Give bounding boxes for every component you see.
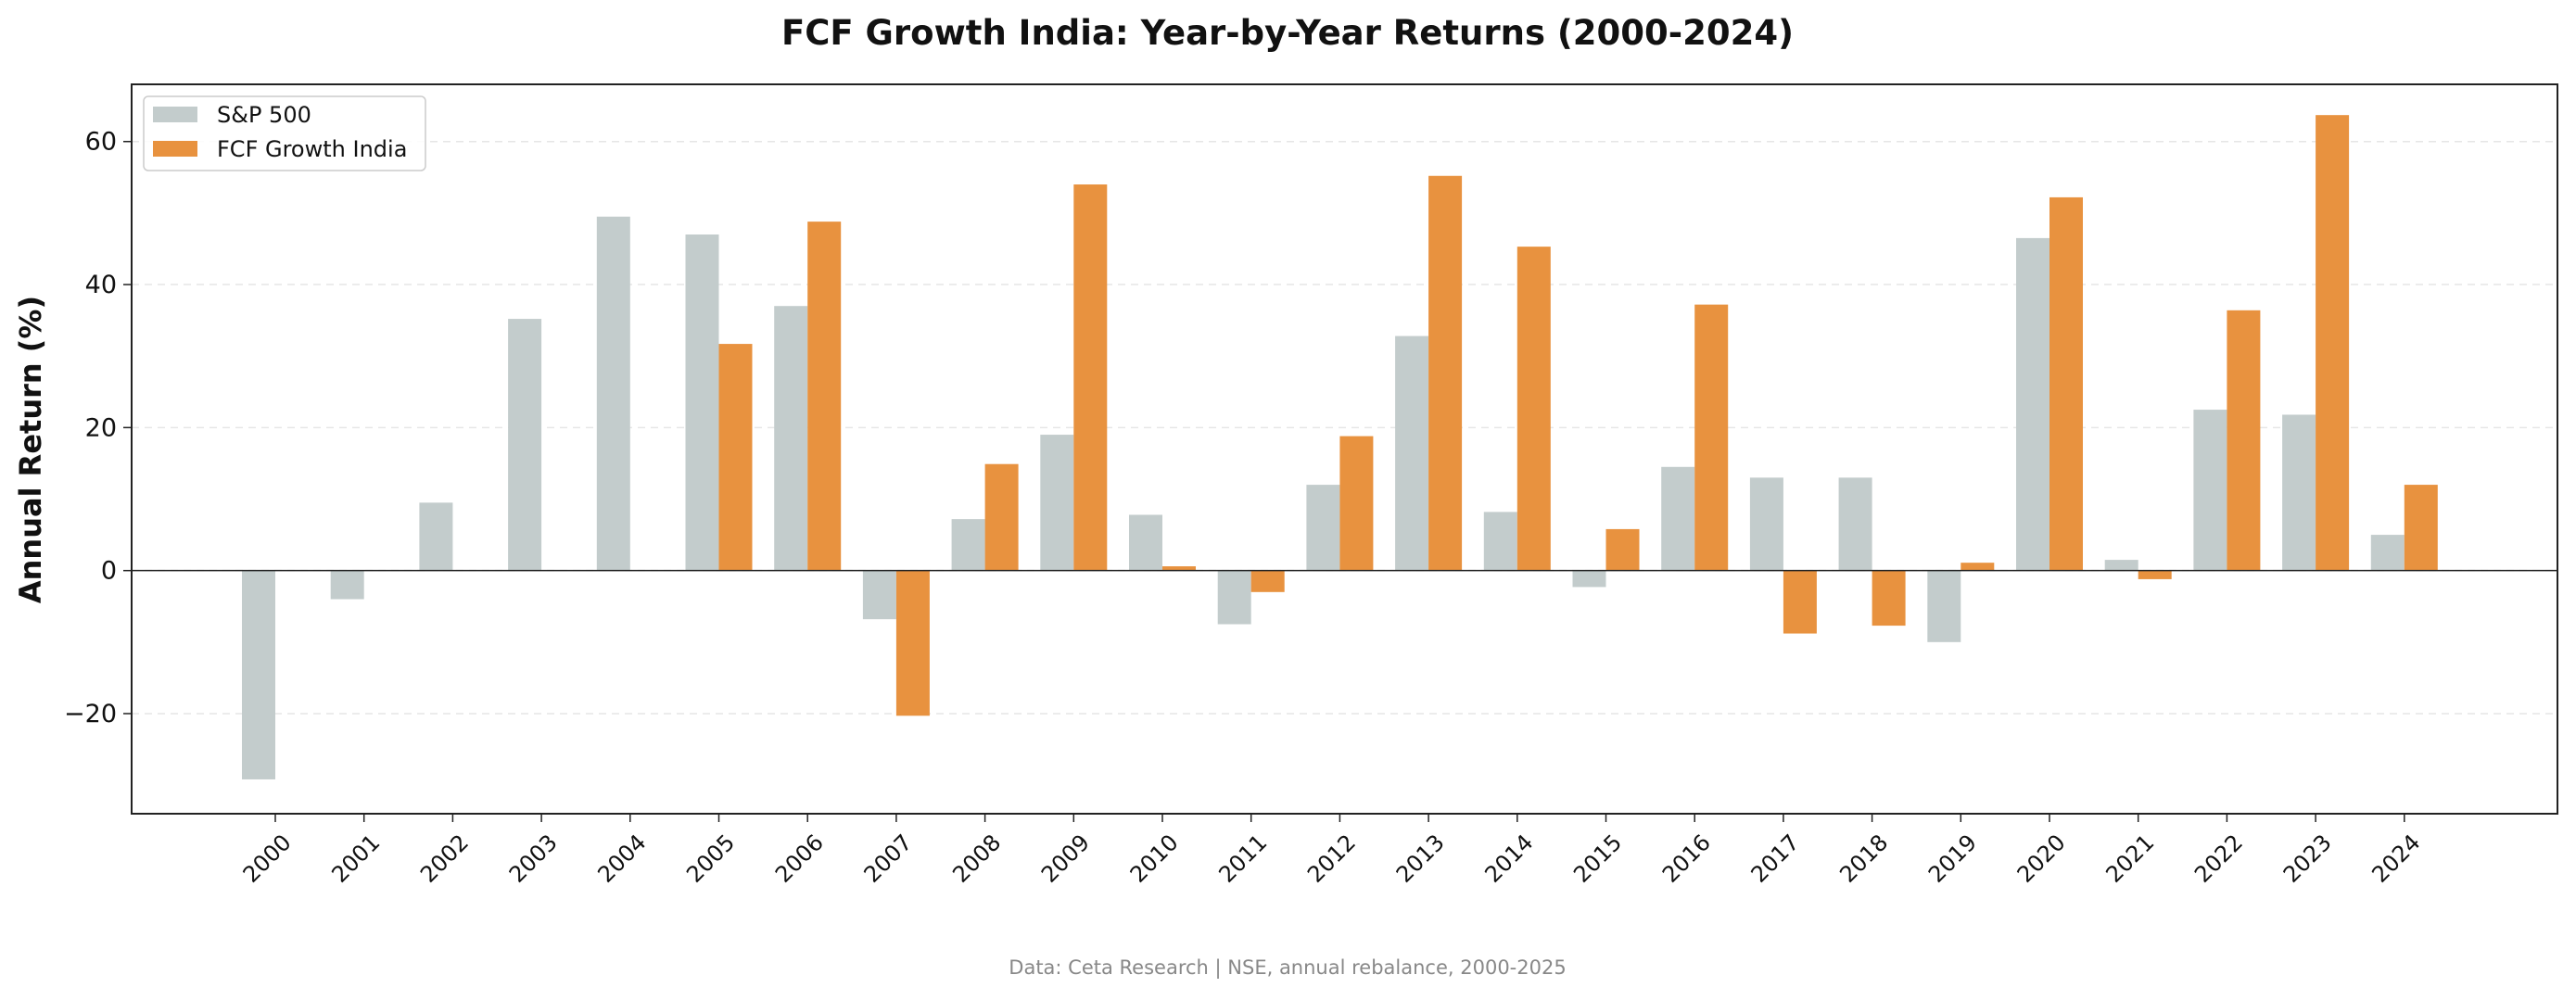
legend-label-sp500: S&P 500 — [217, 102, 311, 128]
legend-box — [143, 95, 426, 171]
bar-sp500-2013 — [1395, 335, 1429, 571]
bar-fcf-growth-india-2008 — [984, 463, 1019, 571]
bar-sp500-2006 — [774, 306, 808, 571]
bar-fcf-growth-india-2016 — [1694, 304, 1729, 571]
bar-sp500-2005 — [685, 234, 719, 571]
bar-sp500-2021 — [2104, 560, 2138, 571]
bar-fcf-growth-india-2015 — [1605, 528, 1640, 571]
bar-fcf-growth-india-2024 — [2404, 485, 2438, 571]
bar-sp500-2012 — [1306, 485, 1340, 571]
bar-sp500-2020 — [2016, 237, 2049, 571]
bar-fcf-growth-india-2019 — [1961, 563, 1995, 571]
bar-fcf-growth-india-2020 — [2049, 196, 2083, 571]
y-tick-label: 40 — [85, 271, 117, 299]
legend: S&P 500 FCF Growth India — [143, 95, 426, 171]
bar-fcf-growth-india-2006 — [807, 222, 842, 571]
footnote: Data: Ceta Research | NSE, annual rebala… — [1009, 956, 1566, 980]
bar-sp500-2014 — [1483, 512, 1517, 571]
y-tick-label: 20 — [85, 413, 117, 442]
bar-fcf-growth-india-2021 — [2138, 570, 2172, 579]
y-tick-label: −20 — [64, 700, 117, 728]
bar-sp500-2007 — [862, 570, 896, 620]
bar-fcf-growth-india-2022 — [2227, 310, 2261, 571]
bar-fcf-growth-india-2009 — [1073, 184, 1108, 571]
y-tick-label: 60 — [85, 128, 117, 157]
bar-fcf-growth-india-2017 — [1783, 570, 1817, 634]
x-axis-ticks: 2000 2001 2002 2003 2004 2005 2006 2007 2008 2009… — [238, 814, 2425, 888]
bar-sp500-2022 — [2193, 410, 2227, 571]
bars — [242, 115, 2438, 779]
bar-sp500-2010 — [1129, 514, 1162, 571]
y-axis-ticks: −20 0 20 40 60 — [64, 128, 132, 728]
bar-sp500-2001 — [330, 570, 364, 600]
legend-swatch-fcf-growth-india — [153, 141, 197, 157]
bar-fcf-growth-india-2012 — [1339, 436, 1374, 571]
y-tick-label: 0 — [101, 557, 117, 586]
legend-label-fcf-growth-india: FCF Growth India — [217, 136, 407, 162]
bar-fcf-growth-india-2007 — [895, 570, 930, 716]
bar-sp500-2018 — [1838, 477, 1872, 571]
y-axis-label: Annual Return (%) — [13, 296, 48, 603]
bar-sp500-2017 — [1749, 477, 1783, 571]
bar-sp500-2008 — [951, 519, 985, 571]
bar-fcf-growth-india-2018 — [1872, 570, 1906, 627]
bar-fcf-growth-india-2023 — [2316, 115, 2350, 571]
bar-sp500-2023 — [2282, 414, 2316, 571]
bar-sp500-2009 — [1040, 435, 1074, 571]
bar-fcf-growth-india-2014 — [1516, 247, 1551, 571]
legend-swatch-sp500 — [153, 107, 197, 122]
bar-sp500-2019 — [1927, 570, 1961, 642]
bar-fcf-growth-india-2010 — [1162, 566, 1196, 571]
bar-sp500-2024 — [2370, 535, 2405, 571]
bar-sp500-2015 — [1572, 570, 1606, 588]
bar-sp500-2000 — [242, 570, 275, 779]
bar-fcf-growth-india-2013 — [1428, 175, 1463, 571]
bar-fcf-growth-india-2005 — [718, 344, 753, 571]
chart-title: FCF Growth India: Year-by-Year Returns (… — [781, 13, 1794, 53]
bar-fcf-growth-india-2011 — [1250, 570, 1285, 592]
bar-sp500-2003 — [508, 319, 542, 571]
bar-sp500-2002 — [419, 502, 453, 571]
bar-sp500-2004 — [596, 216, 630, 571]
bar-sp500-2016 — [1661, 466, 1695, 571]
bar-sp500-2011 — [1217, 570, 1251, 625]
plot-frame — [131, 83, 2558, 815]
